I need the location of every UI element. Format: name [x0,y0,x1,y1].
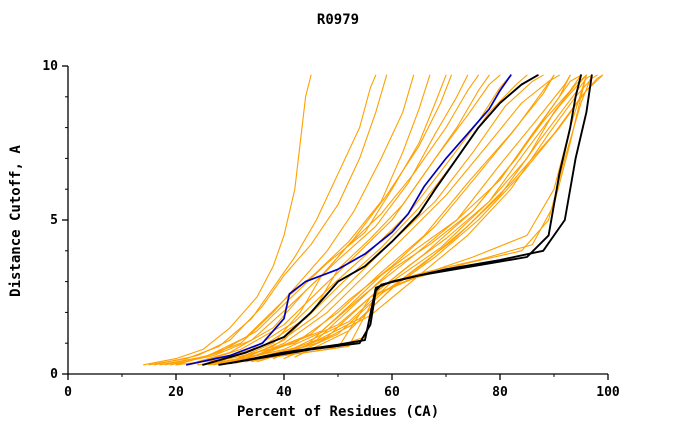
series-model-04 [175,74,447,366]
series-model-27 [294,74,604,358]
series-model-17 [175,74,555,366]
series-model-23 [272,74,587,360]
series-model-07 [207,74,512,364]
series-model-06 [197,74,490,364]
x-tick-label: 60 [384,385,400,400]
axes: 0 20 40 60 80 100 0 5 10 [42,59,620,400]
series-highlight-black-1 [202,74,539,366]
x-tick-label: 100 [596,385,620,400]
x-tick-label: 20 [168,385,184,400]
y-tick-label: 10 [42,59,58,74]
y-tick-label: 0 [50,367,58,382]
series-model-03 [164,74,431,366]
x-tick-label: 80 [492,385,508,400]
y-axis-label: Distance Cutoff, A [8,145,24,297]
chart-title: R0979 [317,12,359,28]
curves [143,74,604,366]
series-model-22 [261,74,582,361]
series-model-09 [229,74,544,363]
series-model-30 [170,74,452,366]
series-model-12 [213,74,571,366]
series-model-01 [143,74,312,366]
x-tick-label: 0 [64,385,72,400]
series-model-28 [148,74,377,366]
series-model-24 [229,74,479,363]
series-model-29 [159,74,415,366]
x-axis-label: Percent of Residues (CA) [237,404,439,420]
series-model-10 [240,74,560,363]
series-highlight-black-3 [229,74,593,365]
y-tick-label: 5 [50,213,58,228]
x-tick-label: 40 [276,385,292,400]
series-reference-blue [185,74,512,366]
series-model-21 [251,74,571,363]
series-model-08 [218,74,528,363]
series-model-11 [202,74,555,366]
